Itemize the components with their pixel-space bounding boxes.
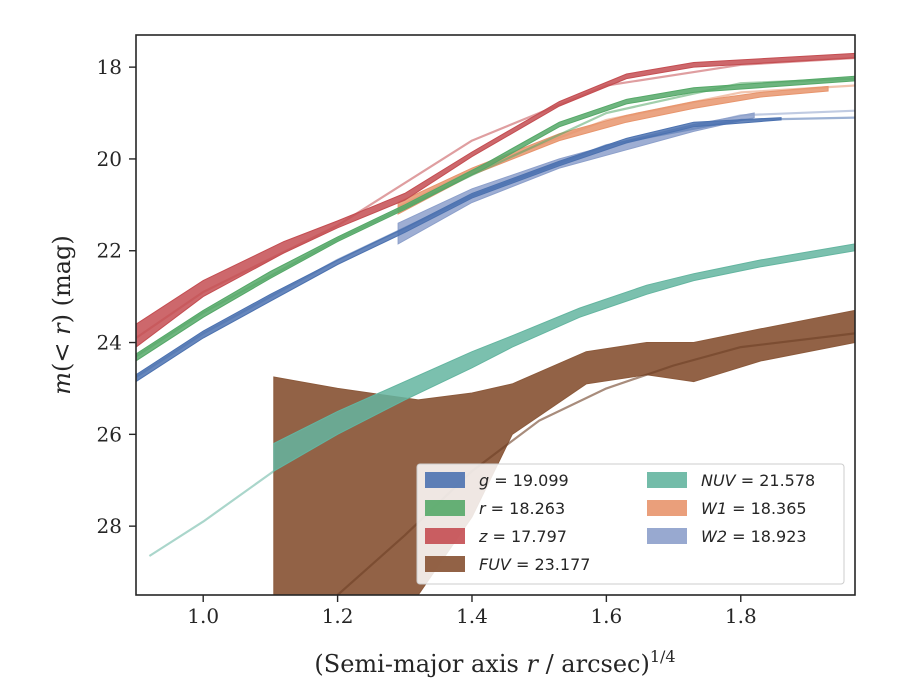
y-tick-label: 20	[97, 147, 122, 171]
band-w2	[397, 112, 755, 245]
legend-swatch-r	[425, 500, 465, 516]
y-tick-label: 18	[97, 55, 122, 79]
x-tick-label: 1.8	[725, 604, 757, 628]
band-w1	[397, 85, 829, 215]
x-axis: 1.0 1.2 1.4 1.6 1.8	[187, 595, 757, 628]
y-tick-label: 24	[97, 331, 122, 355]
legend-swatch-z	[425, 528, 465, 544]
band-r	[136, 75, 855, 362]
model-curve-g	[136, 116, 855, 378]
x-tick-label: 1.4	[456, 604, 488, 628]
y-tick-label: 22	[97, 239, 122, 263]
legend-label-w1: W1 = 18.365	[701, 499, 807, 518]
band-nuv	[273, 243, 855, 472]
x-axis-label: (Semi-major axis r / arcsec)1/4	[314, 647, 675, 678]
y-tick-label: 28	[97, 514, 122, 538]
y-axis-label: m(< r) (mag)	[48, 235, 76, 395]
x-tick-label: 1.2	[322, 604, 354, 628]
legend-swatch-w2	[647, 528, 687, 544]
legend-swatch-fuv	[425, 556, 465, 572]
legend-label-w2: W2 = 18.923	[701, 527, 807, 546]
legend-swatch-g	[425, 472, 465, 488]
legend-label-fuv: FUV = 23.177	[479, 555, 590, 574]
legend-swatch-w1	[647, 500, 687, 516]
legend: g = 19.099 r = 18.263 z = 17.797 FUV = 23.1…	[416, 463, 845, 585]
model-curve-r	[136, 77, 855, 358]
model-curve-fuv	[336, 332, 855, 595]
y-tick-label: 26	[97, 422, 122, 446]
legend-label-g: g = 19.099	[479, 471, 569, 490]
legend-swatch-nuv	[647, 472, 687, 488]
legend-label-nuv: NUV = 21.578	[701, 471, 815, 490]
x-tick-label: 1.0	[187, 604, 219, 628]
y-axis: 18 20 22 24 26 28	[97, 55, 136, 538]
legend-label-r: r = 18.263	[479, 499, 565, 518]
axes-frame	[135, 34, 856, 596]
x-tick-label: 1.6	[590, 604, 622, 628]
model-curve-nuv	[148, 470, 275, 557]
legend-frame	[416, 463, 845, 585]
model-curve-z	[136, 56, 855, 339]
legend-label-z: z = 17.797	[478, 527, 567, 546]
